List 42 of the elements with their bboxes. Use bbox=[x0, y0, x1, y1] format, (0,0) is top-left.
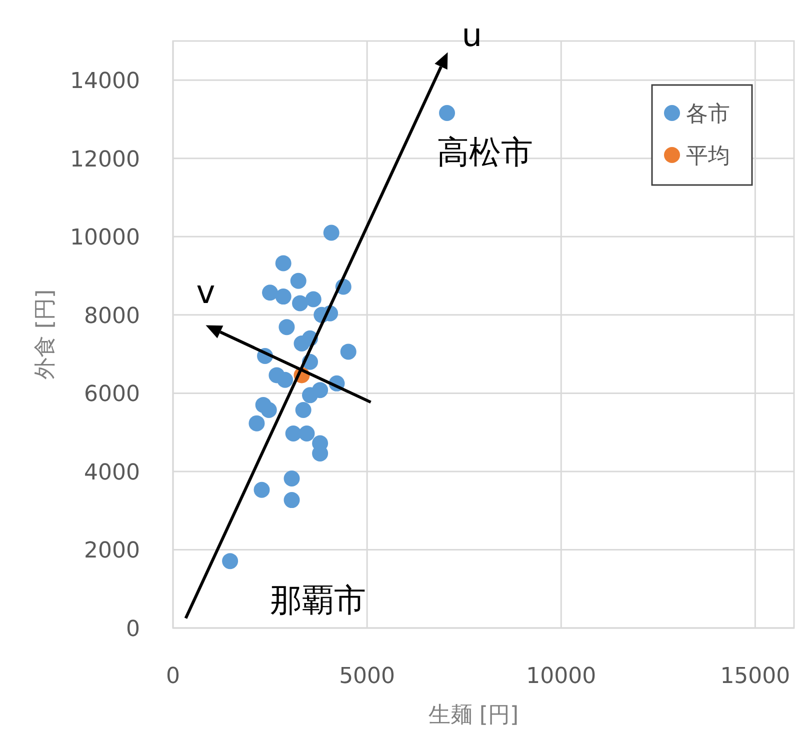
point bbox=[439, 105, 456, 122]
x-tick-label: 0 bbox=[166, 664, 180, 689]
point bbox=[284, 492, 300, 508]
y-axis-title: 外食 [円] bbox=[33, 289, 58, 380]
point bbox=[278, 319, 295, 336]
legend-label: 各市 bbox=[686, 102, 730, 127]
point bbox=[222, 553, 238, 570]
point bbox=[298, 426, 315, 442]
y-tick-label: 4000 bbox=[84, 460, 140, 486]
y-tick-label: 8000 bbox=[84, 304, 140, 329]
point bbox=[305, 291, 322, 308]
y-tick-label: 14000 bbox=[70, 69, 140, 94]
point bbox=[277, 372, 294, 388]
y-tick-label: 6000 bbox=[84, 382, 140, 408]
point bbox=[260, 402, 277, 418]
point bbox=[254, 482, 270, 498]
point bbox=[323, 224, 340, 241]
annotation: 高松市 bbox=[437, 133, 534, 172]
x-axis-title: 生麺 [円] bbox=[428, 703, 519, 728]
point bbox=[294, 336, 310, 352]
point bbox=[275, 255, 292, 272]
y-tick-label: 2000 bbox=[84, 538, 140, 564]
annotation: v bbox=[196, 273, 216, 312]
annotation: 那覇市 bbox=[270, 581, 366, 620]
y-tick-label: 0 bbox=[126, 617, 140, 642]
x-tick-label: 10000 bbox=[526, 664, 596, 689]
point bbox=[295, 402, 312, 418]
point bbox=[292, 295, 308, 312]
point bbox=[302, 387, 318, 404]
x-tick-label: 5000 bbox=[339, 664, 396, 689]
point bbox=[248, 415, 265, 432]
y-tick-label: 10000 bbox=[70, 226, 140, 251]
annotation: u bbox=[462, 16, 482, 54]
point bbox=[284, 470, 300, 487]
point bbox=[275, 288, 292, 305]
y-tick-label: 12000 bbox=[70, 147, 140, 172]
point bbox=[290, 272, 306, 289]
point bbox=[340, 344, 356, 360]
legend-label: 平均 bbox=[686, 144, 730, 169]
point bbox=[285, 426, 302, 442]
point bbox=[262, 284, 278, 301]
x-tick-label: 15000 bbox=[720, 664, 790, 689]
